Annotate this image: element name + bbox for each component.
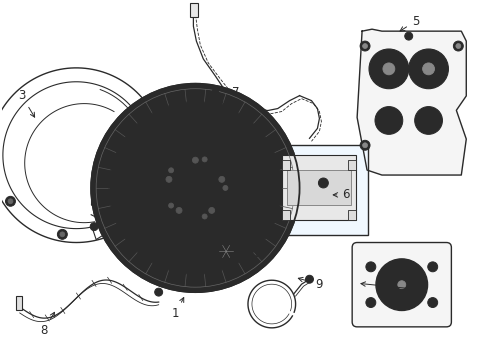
Circle shape bbox=[8, 199, 13, 204]
Circle shape bbox=[90, 223, 98, 231]
Text: 7: 7 bbox=[221, 86, 239, 106]
Bar bbox=[347, 160, 355, 170]
Bar bbox=[16, 296, 21, 310]
Circle shape bbox=[375, 56, 401, 82]
Circle shape bbox=[362, 44, 367, 49]
Bar bbox=[190, 3, 198, 17]
Circle shape bbox=[420, 113, 436, 129]
Circle shape bbox=[202, 214, 207, 219]
Circle shape bbox=[5, 196, 16, 206]
Circle shape bbox=[359, 41, 369, 51]
Circle shape bbox=[91, 84, 299, 292]
Circle shape bbox=[202, 157, 207, 162]
Circle shape bbox=[163, 174, 174, 185]
Circle shape bbox=[177, 170, 213, 206]
Circle shape bbox=[382, 63, 394, 75]
Circle shape bbox=[408, 49, 447, 89]
Circle shape bbox=[427, 298, 437, 307]
Circle shape bbox=[368, 49, 408, 89]
Circle shape bbox=[176, 207, 182, 213]
Circle shape bbox=[223, 185, 227, 190]
FancyBboxPatch shape bbox=[351, 243, 450, 327]
Circle shape bbox=[168, 203, 173, 208]
Circle shape bbox=[60, 232, 65, 237]
Circle shape bbox=[224, 250, 227, 253]
Circle shape bbox=[383, 267, 419, 302]
Circle shape bbox=[305, 275, 313, 283]
Circle shape bbox=[397, 281, 405, 289]
Bar bbox=[281, 210, 289, 220]
Circle shape bbox=[206, 205, 217, 216]
Circle shape bbox=[192, 157, 198, 163]
Circle shape bbox=[318, 178, 327, 188]
Circle shape bbox=[165, 176, 172, 182]
Circle shape bbox=[427, 262, 437, 272]
Circle shape bbox=[375, 259, 427, 310]
Circle shape bbox=[208, 207, 214, 213]
Bar bbox=[347, 210, 355, 220]
Circle shape bbox=[422, 63, 434, 75]
Text: 6: 6 bbox=[332, 188, 349, 201]
Circle shape bbox=[404, 32, 412, 40]
Circle shape bbox=[359, 140, 369, 150]
Circle shape bbox=[222, 247, 230, 255]
Circle shape bbox=[188, 181, 202, 195]
Bar bbox=[281, 155, 355, 220]
Circle shape bbox=[216, 174, 227, 185]
Text: 5: 5 bbox=[399, 15, 418, 31]
Ellipse shape bbox=[182, 181, 208, 195]
Circle shape bbox=[365, 262, 375, 272]
Circle shape bbox=[173, 205, 184, 216]
Circle shape bbox=[154, 288, 163, 296]
Bar bbox=[273, 145, 367, 235]
Circle shape bbox=[452, 41, 462, 51]
Circle shape bbox=[455, 44, 460, 49]
Text: 1: 1 bbox=[171, 298, 183, 320]
Text: 8: 8 bbox=[40, 312, 54, 337]
Circle shape bbox=[392, 276, 410, 294]
Circle shape bbox=[415, 56, 441, 82]
Text: 3: 3 bbox=[18, 89, 35, 117]
Text: 2: 2 bbox=[233, 247, 260, 260]
Bar bbox=[286, 170, 350, 205]
Circle shape bbox=[168, 168, 173, 173]
Circle shape bbox=[380, 113, 396, 129]
Circle shape bbox=[57, 229, 67, 239]
Circle shape bbox=[211, 89, 218, 96]
Circle shape bbox=[153, 146, 237, 230]
Circle shape bbox=[365, 298, 375, 307]
Circle shape bbox=[219, 244, 233, 258]
Circle shape bbox=[219, 176, 224, 182]
Circle shape bbox=[189, 155, 201, 166]
Circle shape bbox=[374, 107, 402, 134]
Circle shape bbox=[414, 107, 442, 134]
Circle shape bbox=[362, 143, 367, 148]
Text: 9: 9 bbox=[298, 277, 322, 291]
Text: 4: 4 bbox=[360, 282, 418, 296]
Polygon shape bbox=[356, 29, 466, 175]
Bar bbox=[281, 160, 289, 170]
